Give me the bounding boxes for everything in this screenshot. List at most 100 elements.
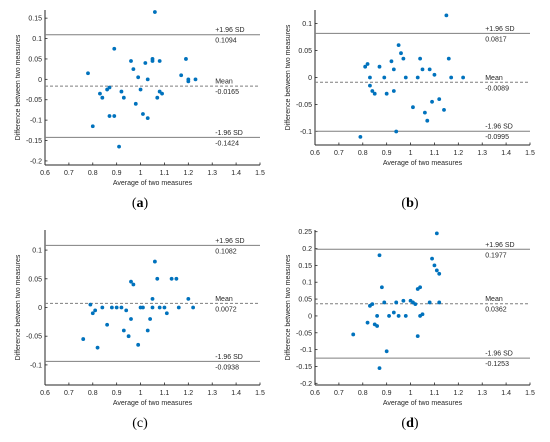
data-point (379, 285, 384, 290)
data-point (119, 89, 124, 94)
data-point (143, 61, 148, 65)
lower-loa-label: -1.96 SD (215, 130, 243, 137)
data-point (141, 112, 145, 116)
data-point (437, 300, 442, 305)
data-point (427, 67, 432, 72)
y-tick-label: -0.05 (26, 97, 42, 104)
x-tick-label: 1.1 (430, 390, 440, 397)
data-point (114, 305, 119, 310)
chart-panel-c: 0.6 0.7 0.8 0.9 1 1.1 1.2 1.3 1.4 1.5 0.1 0.05 0 -0.0… (15, 230, 265, 407)
data-point (117, 144, 121, 149)
upper-loa-value: 0.0817 (485, 36, 507, 43)
data-point (370, 302, 375, 307)
data-point (155, 276, 160, 281)
y-tick-label: 0.1 (32, 248, 42, 255)
x-axis-label: Average of two measures (383, 400, 463, 407)
y-tick-label: 0.05 (298, 48, 312, 55)
x-axis-label: Average of two measures (113, 180, 193, 187)
chart-panel-b: 0.6 0.7 0.8 0.9 1 1.1 1.2 1.3 1.4 1.5 0.1 0.05 0 -0.0… (285, 10, 535, 167)
data-point (121, 328, 126, 333)
x-tick-label: 0.6 (40, 390, 50, 397)
data-point (394, 300, 399, 305)
x-tick-label: 0.6 (310, 390, 320, 397)
data-point (391, 67, 396, 72)
data-point (401, 56, 406, 61)
chart-panel-d: 0.6 0.7 0.8 0.9 1 1.1 1.2 1.3 1.4 1.5 0.25 0.2 0.15 0… (285, 229, 535, 407)
mean-value: 0.0072 (215, 306, 237, 313)
y-tick-label: -0.05 (296, 102, 312, 109)
data-point (124, 308, 129, 313)
data-point (365, 320, 370, 325)
data-point (434, 231, 439, 236)
data-point (420, 67, 425, 72)
x-tick-label: 0.8 (358, 150, 368, 157)
data-point (415, 75, 420, 80)
data-point (372, 91, 377, 96)
data-point (425, 118, 430, 123)
x-tick-label: 1.5 (255, 170, 265, 177)
mean-label: Mean (215, 296, 233, 303)
x-tick-label: 1.3 (207, 170, 217, 177)
y-axis-label: Difference between two measures (15, 34, 22, 140)
data-point (437, 97, 442, 101)
x-tick-label: 1.5 (525, 150, 535, 157)
data-point (109, 305, 114, 310)
data-point (411, 105, 415, 110)
data-point (375, 314, 380, 318)
x-tick-label: 0.9 (112, 170, 122, 177)
data-point (377, 64, 382, 69)
y-axis-label: Difference between two measures (15, 254, 22, 360)
x-tick-label: 1 (139, 170, 143, 177)
y-tick-label: -0.1 (30, 118, 42, 125)
x-tick-label: 1.4 (501, 390, 511, 397)
data-point (186, 296, 191, 301)
y-tick-label: -0.1 (300, 129, 312, 136)
x-tick-label: 0.6 (40, 170, 50, 177)
x-tick-label: 1.2 (453, 390, 463, 397)
x-tick-label: 1 (139, 390, 143, 397)
y-tick-label: 0.05 (28, 56, 42, 63)
data-point (136, 342, 141, 347)
panel-label-d: (d) (401, 416, 419, 431)
x-tick-label: 0.9 (382, 390, 392, 397)
mean-value: 0.0362 (485, 307, 507, 314)
data-point (95, 345, 100, 350)
data-point (394, 129, 399, 134)
mean-value: -0.0165 (215, 89, 239, 96)
data-point (90, 124, 95, 129)
data-point (88, 302, 93, 307)
data-point (365, 62, 370, 66)
y-axis-label: Difference between two measures (285, 24, 292, 130)
mean-label: Mean (485, 75, 503, 82)
x-tick-label: 1.3 (477, 150, 487, 157)
data-point (129, 317, 133, 321)
upper-loa-label: +1.96 SD (215, 27, 244, 34)
data-point (430, 99, 434, 104)
lower-loa-value: -0.0938 (215, 364, 239, 371)
data-point (112, 114, 117, 118)
data-point (129, 59, 133, 63)
x-tick-label: 0.6 (310, 150, 320, 157)
y-axis-label: Difference between two measures (285, 254, 292, 360)
data-point (382, 75, 387, 80)
data-point (420, 312, 425, 317)
data-point (176, 305, 181, 310)
x-tick-label: 0.7 (334, 150, 344, 157)
x-tick-label: 1.1 (430, 150, 440, 157)
panel-label-b: (b) (401, 196, 419, 211)
data-point (150, 57, 155, 61)
x-tick-label: 1 (409, 150, 413, 157)
data-point (133, 101, 138, 106)
y-tick-label: -0.1 (30, 362, 42, 369)
data-point (119, 305, 124, 310)
data-point (399, 51, 403, 56)
data-point (152, 10, 157, 14)
y-tick-label: 0.1 (302, 280, 312, 287)
data-point (150, 296, 155, 301)
x-tick-label: 0.7 (334, 390, 344, 397)
y-tick-label: 0.05 (28, 276, 42, 283)
data-point (148, 317, 153, 321)
data-point (368, 83, 372, 88)
data-point (396, 314, 401, 318)
